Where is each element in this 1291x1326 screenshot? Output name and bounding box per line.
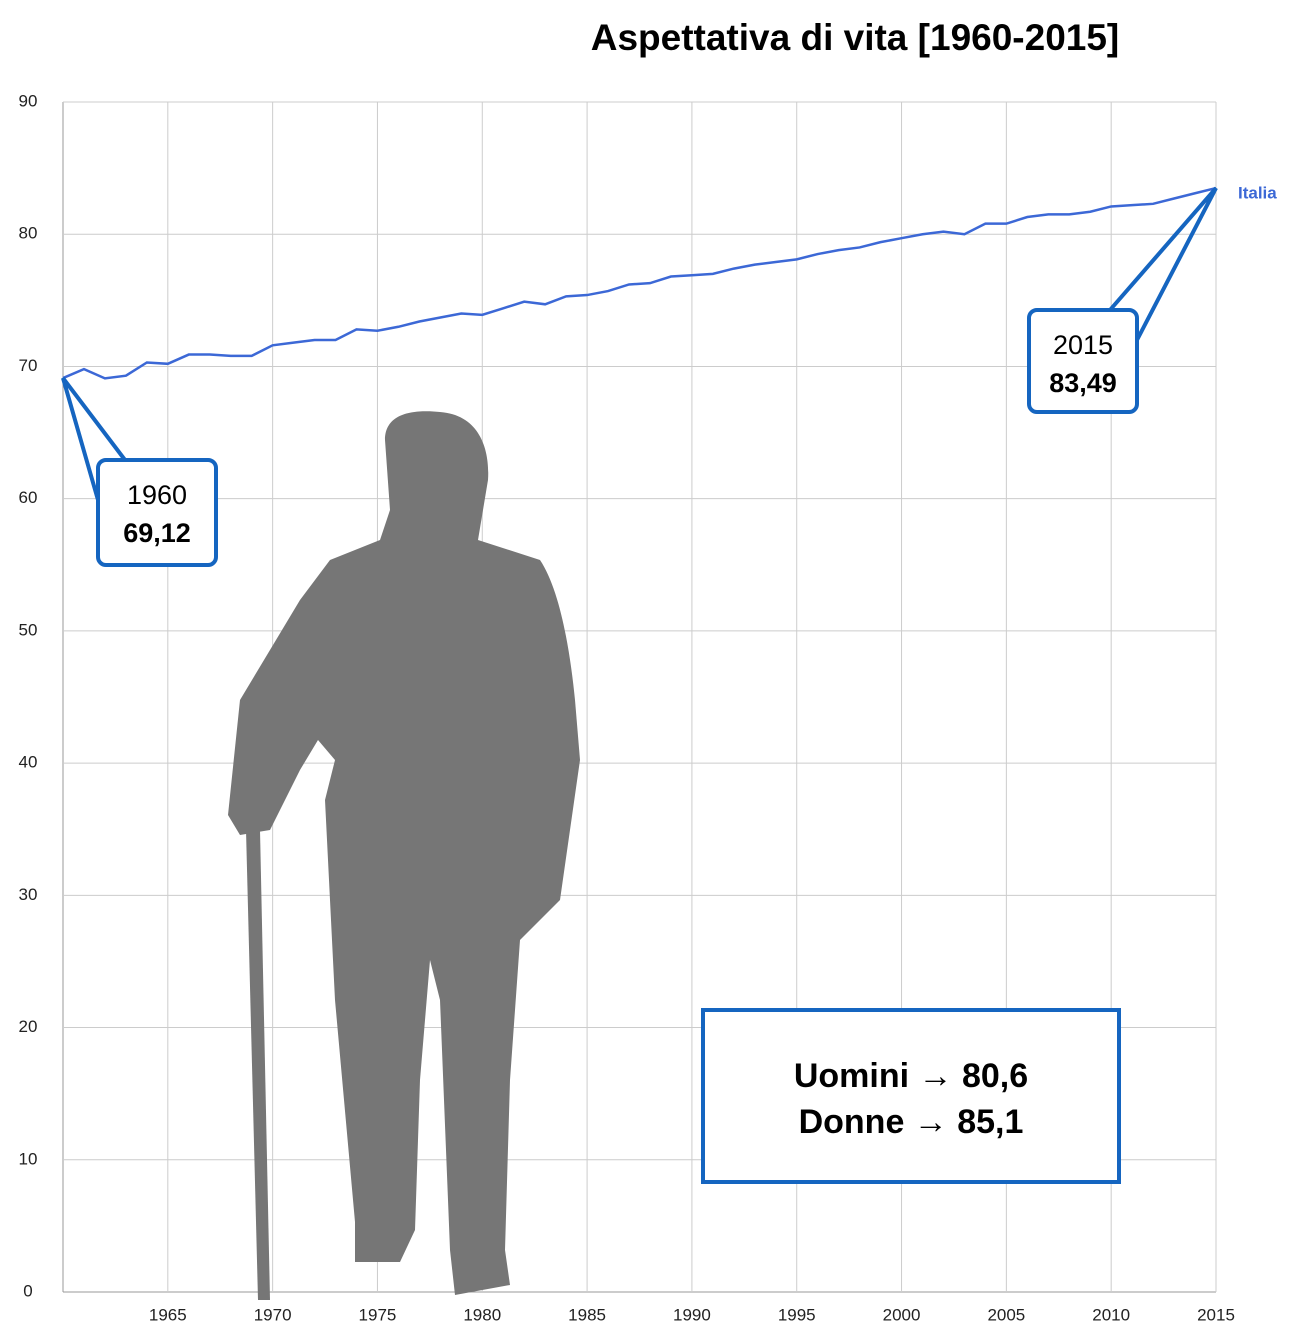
x-tick-label: 1965 (149, 1305, 187, 1324)
elderly-silhouette (228, 411, 580, 1295)
x-tick-label: 2005 (987, 1305, 1025, 1324)
cane (246, 830, 270, 1300)
chart-title: Aspettativa di vita [1960-2015] (591, 17, 1120, 58)
callout-year: 1960 (127, 480, 187, 510)
y-tick-label: 60 (19, 488, 38, 507)
y-tick-label: 80 (19, 224, 38, 243)
x-tick-label: 1990 (673, 1305, 711, 1324)
x-tick-label: 1995 (778, 1305, 816, 1324)
y-tick-label: 70 (19, 356, 38, 375)
y-tick-label: 90 (19, 91, 38, 110)
x-tick-label: 2010 (1092, 1305, 1130, 1324)
men-annotation: Uomini → 80,6 (794, 1057, 1028, 1095)
women-annotation: Donne → 85,1 (799, 1103, 1024, 1141)
callout-year: 2015 (1053, 330, 1113, 360)
y-tick-label: 40 (19, 753, 38, 772)
callout-value: 83,49 (1049, 368, 1117, 398)
callout-box (1108, 186, 1218, 341)
x-tick-label: 1975 (359, 1305, 397, 1324)
y-tick-label: 30 (19, 885, 38, 904)
callout-box (96, 458, 218, 567)
callout-box (1027, 308, 1139, 414)
x-tick-label: 2015 (1197, 1305, 1235, 1324)
x-tick-label: 2000 (883, 1305, 921, 1324)
y-tick-label: 20 (19, 1017, 38, 1036)
y-tick-label: 0 (23, 1281, 32, 1300)
y-tick-label: 50 (19, 620, 38, 639)
series-label: Italia (1238, 184, 1277, 203)
callout-value: 69,12 (123, 518, 191, 548)
x-tick-label: 1980 (463, 1305, 501, 1324)
callout-box (61, 376, 127, 501)
series-line (62, 186, 1217, 380)
summary-box (701, 1008, 1121, 1184)
x-tick-label: 1985 (568, 1305, 606, 1324)
x-tick-label: 1970 (254, 1305, 292, 1324)
y-tick-label: 10 (19, 1149, 38, 1168)
